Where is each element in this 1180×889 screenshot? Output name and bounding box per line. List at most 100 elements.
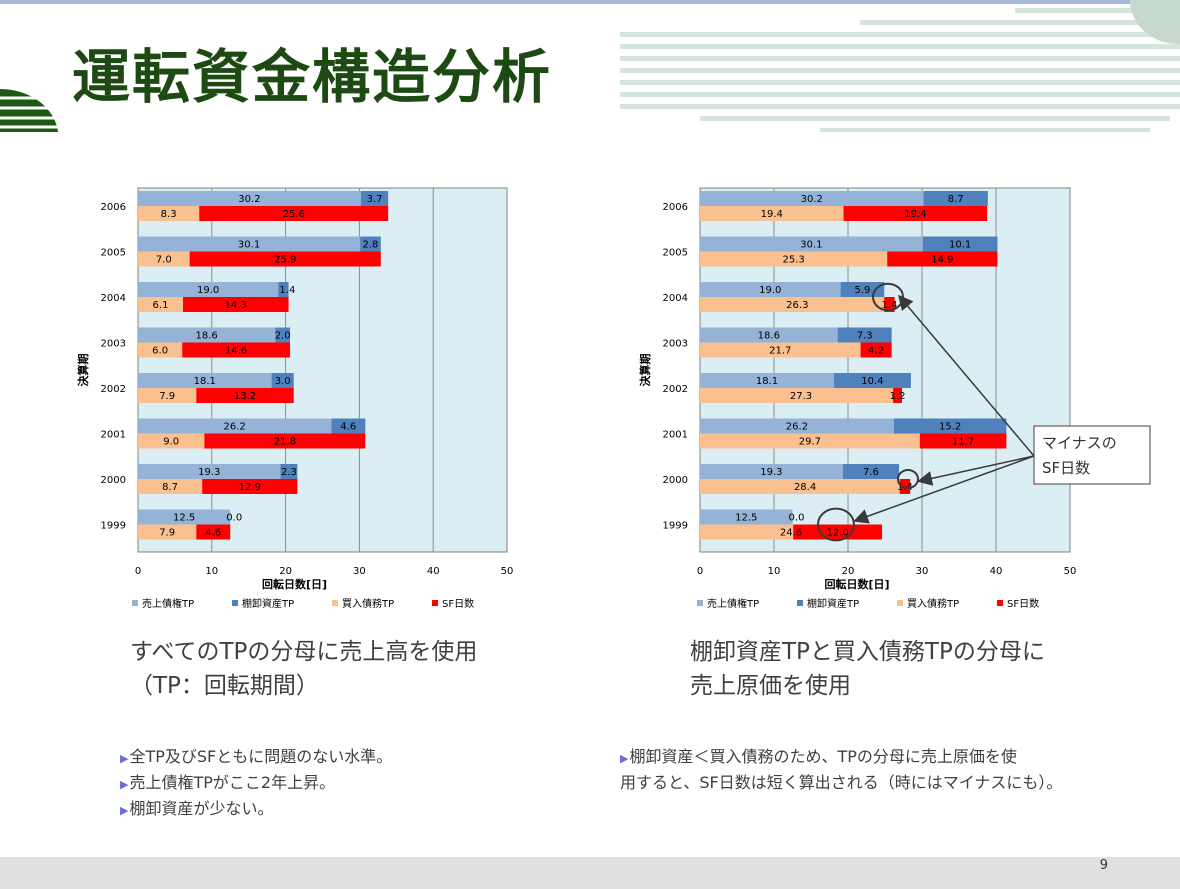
bar-sf xyxy=(189,251,381,267)
data-label-receivables: 19.3 xyxy=(198,467,220,478)
bar-payables xyxy=(700,388,903,403)
bar-inventory xyxy=(842,464,900,479)
bar-payables xyxy=(138,479,203,494)
right-caption: 棚卸資産TPと買入債務TPの分母に 売上原価を使用 xyxy=(690,635,1045,703)
y-tick-label: 2005 xyxy=(101,248,126,259)
data-label-sf: 21.8 xyxy=(274,437,296,448)
data-label-payables: 7.9 xyxy=(159,391,175,402)
data-label-payables: 7.9 xyxy=(159,528,175,539)
annotation-circle xyxy=(817,507,855,542)
x-tick-label: 0 xyxy=(135,566,141,577)
left-chart: 0 10 20 30 40 50 回転日数[日] 決算期 2006 30.2 3.7 8.3 25.6 2… xyxy=(76,187,514,610)
left-note-item: ▶全TP及びSFともに問題のない水準。 xyxy=(120,747,393,766)
bar-payables xyxy=(138,297,184,312)
bar-payables xyxy=(700,297,895,312)
right-notes: ▶棚卸資産＜買入債務のため、TPの分母に売上原価を使 用すると、SF日数は短く算… xyxy=(620,745,1062,795)
data-label-receivables: 18.1 xyxy=(194,376,216,387)
y-tick-label: 2000 xyxy=(663,475,688,486)
data-label-receivables: 12.5 xyxy=(173,513,195,524)
annotation-box xyxy=(1033,425,1151,485)
data-label-inventory: 7.6 xyxy=(863,467,879,478)
bar-sf xyxy=(202,479,298,494)
data-label-inventory: 0.0 xyxy=(226,513,242,524)
bar-receivables xyxy=(700,418,894,434)
data-label-sf: 19.4 xyxy=(904,209,926,220)
data-label-payables: 21.7 xyxy=(769,346,791,357)
data-label-sf: 4.6 xyxy=(205,528,221,539)
data-label-receivables: 19.0 xyxy=(197,285,219,296)
data-label-inventory: 5.9 xyxy=(854,285,870,296)
y-tick-label: 2000 xyxy=(101,475,126,486)
y-axis-title: 決算期 xyxy=(76,354,90,387)
left-caption-line2: （TP：回転期間） xyxy=(130,673,319,699)
header-corner-circle xyxy=(1130,0,1180,45)
bar-receivables xyxy=(700,509,793,525)
bar-inventory xyxy=(923,191,988,206)
data-label-inventory: 2.3 xyxy=(281,467,297,478)
data-label-payables: 8.3 xyxy=(161,209,177,220)
bar-inventory xyxy=(275,327,291,343)
data-label-receivables: 26.2 xyxy=(786,422,808,433)
data-label-sf: 1.2 xyxy=(890,391,906,402)
y-tick-label: 2003 xyxy=(663,339,688,350)
data-label-inventory: 10.1 xyxy=(949,240,971,251)
data-label-receivables: 30.1 xyxy=(800,240,822,251)
data-label-payables: 28.4 xyxy=(794,482,816,493)
left-half-circle xyxy=(0,88,58,132)
data-label-sf: 12.0 xyxy=(827,528,849,539)
data-label-receivables: 18.6 xyxy=(758,331,780,342)
left-caption-line1: すべてのTPの分母に売上高を使用 xyxy=(130,639,478,665)
x-tick-label: 20 xyxy=(842,566,855,577)
data-label-receivables: 26.2 xyxy=(224,422,246,433)
bar-inventory xyxy=(331,418,366,434)
bar-sf xyxy=(204,433,366,449)
y-tick-label: 2006 xyxy=(101,202,126,213)
x-tick-label: 40 xyxy=(990,566,1003,577)
legend-label: 棚卸資産TP xyxy=(242,597,294,610)
bar-receivables xyxy=(138,236,361,252)
data-label-payables: 8.7 xyxy=(162,482,178,493)
data-label-payables: 24.6 xyxy=(780,528,802,539)
bar-payables xyxy=(138,206,200,221)
bar-sf xyxy=(843,206,988,221)
data-label-payables: 29.7 xyxy=(799,437,821,448)
legend-label: SF日数 xyxy=(442,597,474,610)
bullet-triangle-icon: ▶ xyxy=(120,778,129,791)
data-label-inventory: 15.2 xyxy=(939,422,961,433)
y-tick-label: 2004 xyxy=(663,293,688,304)
data-label-receivables: 30.2 xyxy=(238,194,260,205)
bar-inventory xyxy=(278,282,289,297)
data-label-sf: 1.4 xyxy=(881,300,897,311)
y-tick-label: 2004 xyxy=(101,293,126,304)
data-label-inventory: 2.8 xyxy=(363,240,379,251)
x-axis-title: 回転日数[日] xyxy=(824,577,889,591)
right-note-line1: ▶棚卸資産＜買入債務のため、TPの分母に売上原価を使 xyxy=(620,747,1017,766)
legend-swatch xyxy=(697,600,703,606)
bar-payables xyxy=(138,388,197,403)
data-label-receivables: 19.0 xyxy=(759,285,781,296)
x-tick-label: 10 xyxy=(205,566,218,577)
data-label-sf: 14.3 xyxy=(225,300,247,311)
bar-inventory xyxy=(922,236,998,252)
data-label-receivables: 12.5 xyxy=(735,513,757,524)
annotation-arrow xyxy=(898,294,1035,457)
y-tick-label: 1999 xyxy=(663,521,688,532)
bar-inventory xyxy=(833,373,911,388)
data-label-inventory: 4.6 xyxy=(340,422,356,433)
legend-label: 買入債務TP xyxy=(907,597,959,610)
bar-sf xyxy=(196,388,294,403)
data-label-receivables: 30.1 xyxy=(238,240,260,251)
annotation-arrow xyxy=(917,455,1035,486)
data-label-sf: 14.6 xyxy=(225,346,247,357)
x-tick-label: 20 xyxy=(279,566,292,577)
bar-receivables xyxy=(700,327,838,343)
data-label-inventory: 10.4 xyxy=(861,376,883,387)
bar-sf xyxy=(860,342,892,358)
y-tick-label: 2002 xyxy=(101,384,126,395)
bar-inventory xyxy=(360,191,389,206)
x-tick-label: 50 xyxy=(501,566,514,577)
bar-payables xyxy=(700,479,911,494)
bar-sf xyxy=(899,479,911,494)
bar-receivables xyxy=(700,191,924,206)
annotation-text-line1: マイナスの xyxy=(1042,434,1117,452)
